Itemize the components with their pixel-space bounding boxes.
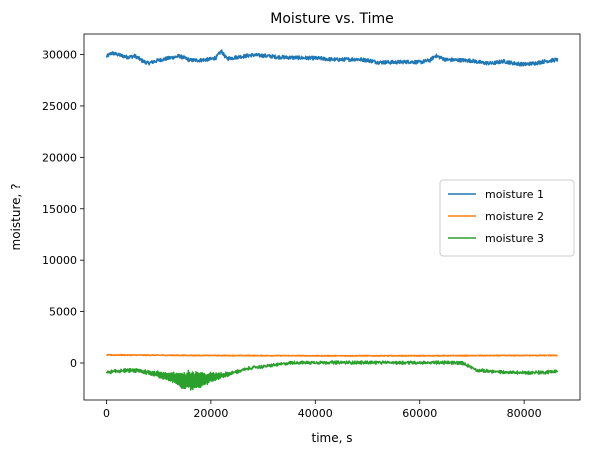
y-tick-label: 15000 [42,203,77,216]
x-tick-label: 60000 [402,407,437,420]
legend-label-1: moisture 1 [485,188,544,201]
x-axis-ticks: 0 20000 40000 60000 80000 [103,400,542,420]
y-axis-ticks: 0 5000 10000 15000 20000 25000 30000 [42,49,84,370]
series-line-2 [106,353,558,357]
y-tick-label: 25000 [42,100,77,113]
legend-label-3: moisture 3 [485,232,544,245]
legend: moisture 1 moisture 2 moisture 3 [439,179,575,257]
legend-box [439,179,575,257]
x-tick-label: 80000 [507,407,542,420]
y-tick-label: 10000 [42,254,77,267]
series-line-3 [105,360,559,391]
x-tick-label: 0 [103,407,110,420]
series-line-1 [105,49,559,67]
legend-label-2: moisture 2 [485,210,544,223]
plot-frame [83,33,581,401]
chart-title: Moisture vs. Time [270,11,393,27]
x-axis-label: time, s [312,431,353,445]
x-tick-label: 40000 [298,407,333,420]
legend-entries: moisture 1 moisture 2 moisture 3 [448,188,544,245]
plot-lines [105,49,559,391]
y-tick-label: 0 [70,357,77,370]
y-tick-label: 20000 [42,151,77,164]
y-tick-label: 30000 [42,49,77,62]
y-axis-label: moisture, ? [9,184,23,251]
y-tick-label: 5000 [49,306,77,319]
x-tick-label: 20000 [193,407,228,420]
